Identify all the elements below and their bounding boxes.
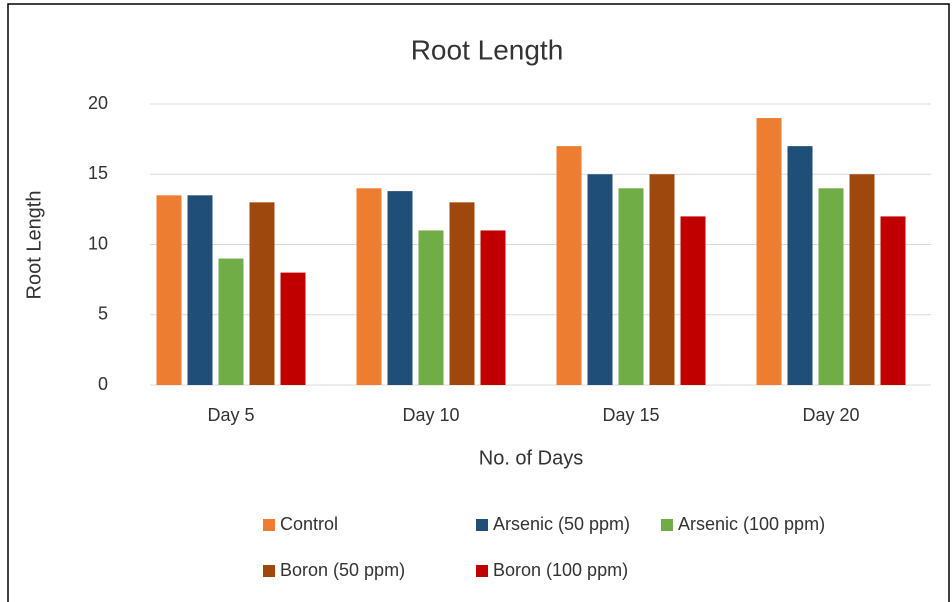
- bar: [480, 230, 506, 385]
- bar: [449, 202, 475, 385]
- legend-label: Control: [280, 514, 338, 534]
- legend-label: Arsenic (100 ppm): [678, 514, 825, 534]
- x-tick-label: Day 5: [207, 405, 254, 425]
- chart-border: [7, 3, 950, 602]
- legend-label: Boron (50 ppm): [280, 560, 405, 580]
- bar: [387, 191, 413, 385]
- x-tick-label: Day 10: [402, 405, 459, 425]
- y-tick-label: 10: [88, 233, 108, 253]
- y-tick-label: 5: [98, 304, 108, 324]
- chart-title: Root Length: [411, 34, 564, 65]
- legend-swatch: [263, 565, 275, 577]
- bar: [249, 202, 275, 385]
- y-tick-label: 0: [98, 374, 108, 394]
- legend-swatch: [476, 565, 488, 577]
- bar: [187, 195, 213, 385]
- bar: [556, 146, 582, 385]
- bar: [218, 258, 244, 385]
- legend-label: Arsenic (50 ppm): [493, 514, 630, 534]
- bar: [880, 216, 906, 385]
- x-axis-label: No. of Days: [479, 447, 583, 469]
- bar: [649, 174, 675, 385]
- x-tick-label: Day 15: [602, 405, 659, 425]
- y-tick-label: 20: [88, 93, 108, 113]
- legend-swatch: [476, 519, 488, 531]
- bar: [787, 146, 813, 385]
- bar: [618, 188, 644, 385]
- x-tick-label: Day 20: [802, 405, 859, 425]
- y-axis-label: Root Length: [23, 191, 45, 300]
- bar: [280, 272, 306, 385]
- legend-label: Boron (100 ppm): [493, 560, 628, 580]
- bar: [849, 174, 875, 385]
- bar: [418, 230, 444, 385]
- bar: [587, 174, 613, 385]
- bar: [156, 195, 182, 385]
- bar: [756, 118, 782, 386]
- legend-swatch: [661, 519, 673, 531]
- legend-swatch: [263, 519, 275, 531]
- bar: [680, 216, 706, 385]
- bar: [356, 188, 382, 385]
- bar: [818, 188, 844, 385]
- y-tick-label: 15: [88, 163, 108, 183]
